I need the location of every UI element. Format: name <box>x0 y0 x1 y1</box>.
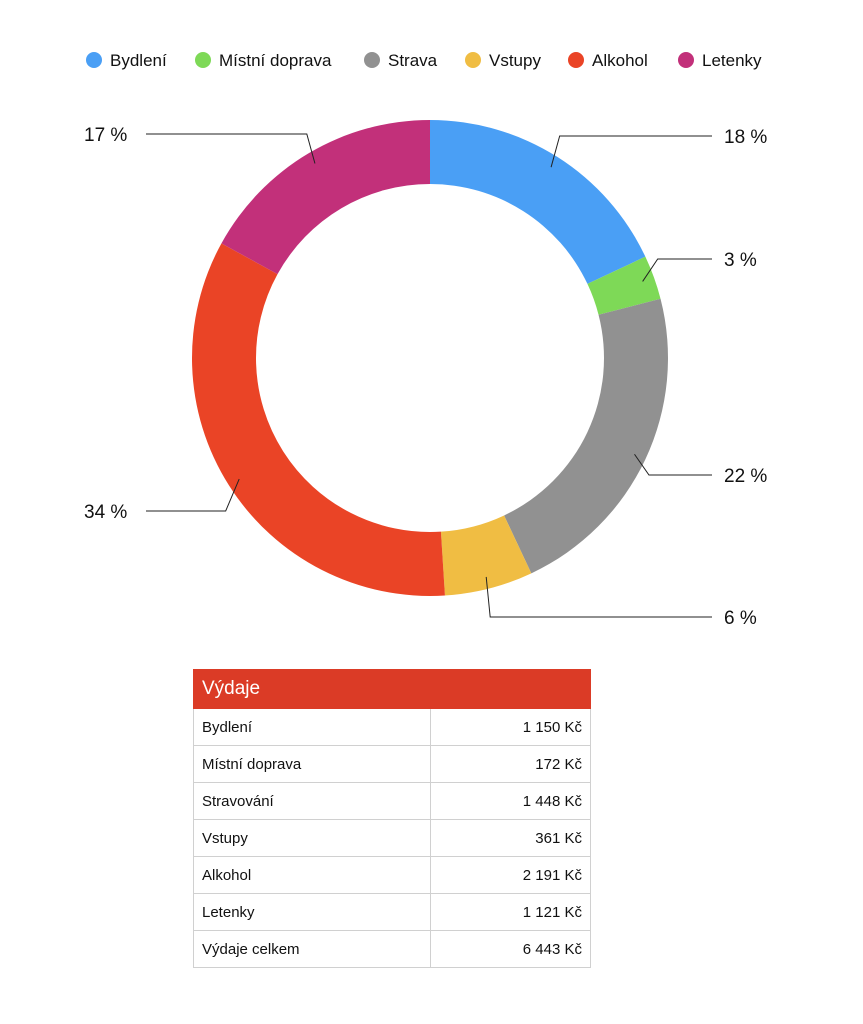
table-row: Vstupy 361 Kč <box>193 820 591 857</box>
chart-legend: Bydlení Místní doprava Strava Vstupy Alkohol… <box>86 51 762 70</box>
slice-letenky <box>221 119 430 275</box>
row-label: Bydlení <box>194 709 431 745</box>
row-label: Stravování <box>194 783 431 819</box>
slice-label-alkohol: 34 % <box>84 502 127 523</box>
leader-line-letenky <box>146 133 316 164</box>
row-value: 1 121 Kč <box>522 903 582 921</box>
slice-labels: 18 % 3 % 22 % 6 % 34 % 17 % <box>84 125 767 629</box>
row-label: Alkohol <box>194 857 431 893</box>
donut-slices <box>191 119 668 596</box>
table-row: Místní doprava 172 Kč <box>193 746 591 783</box>
expenses-table: Výdaje Bydlení 1 150 Kč Místní doprava 172 … <box>193 669 591 968</box>
legend-swatch-letenky <box>678 52 694 68</box>
slice-label-mistni-doprava: 3 % <box>724 250 757 271</box>
slice-label-strava: 22 % <box>724 466 767 487</box>
legend-label-strava: Strava <box>388 51 438 70</box>
slice-alkohol <box>191 243 445 596</box>
row-value: 2 191 Kč <box>522 866 582 884</box>
table-body: Bydlení 1 150 Kč Místní doprava 172 Kč Strav… <box>193 709 591 968</box>
leader-line-alkohol <box>146 478 240 512</box>
row-label: Výdaje celkem <box>194 931 431 967</box>
legend-label-mistni-doprava: Místní doprava <box>219 51 332 70</box>
legend-label-vstupy: Vstupy <box>489 51 541 70</box>
row-value: 1 448 Kč <box>522 792 582 810</box>
leader-line-vstupy <box>485 576 712 618</box>
slice-vstupy <box>440 515 532 596</box>
legend-swatch-alkohol <box>568 52 584 68</box>
slice-mistni-doprava <box>587 256 661 315</box>
legend-label-letenky: Letenky <box>702 51 762 70</box>
row-label: Vstupy <box>194 820 431 856</box>
table-row: Bydlení 1 150 Kč <box>193 709 591 746</box>
row-value: 172 Kč <box>535 755 582 773</box>
table-row: Výdaje celkem 6 443 Kč <box>193 931 591 968</box>
slice-bydleni <box>430 120 646 284</box>
slice-label-bydleni: 18 % <box>724 127 767 148</box>
legend-swatch-mistni-doprava <box>195 52 211 68</box>
donut-chart: Bydlení Místní doprava Strava Vstupy Alkohol… <box>84 51 767 629</box>
row-label: Letenky <box>194 894 431 930</box>
slice-strava <box>504 298 668 574</box>
row-value: 6 443 Kč <box>522 940 582 958</box>
leader-line-bydleni <box>550 135 712 168</box>
slice-label-vstupy: 6 % <box>724 608 757 629</box>
leader-line-mistni-doprava <box>642 258 712 282</box>
row-value: 361 Kč <box>535 829 582 847</box>
table-row: Letenky 1 121 Kč <box>193 894 591 931</box>
row-value: 1 150 Kč <box>522 718 582 736</box>
slice-label-letenky: 17 % <box>84 125 127 146</box>
legend-swatch-vstupy <box>465 52 481 68</box>
leader-line-strava <box>634 453 712 476</box>
row-label: Místní doprava <box>194 746 431 782</box>
table-row: Stravování 1 448 Kč <box>193 783 591 820</box>
legend-swatch-strava <box>364 52 380 68</box>
legend-swatch-bydleni <box>86 52 102 68</box>
table-title: Výdaje <box>193 669 591 709</box>
legend-label-bydleni: Bydlení <box>110 51 167 70</box>
legend-label-alkohol: Alkohol <box>592 51 648 70</box>
table-row: Alkohol 2 191 Kč <box>193 857 591 894</box>
